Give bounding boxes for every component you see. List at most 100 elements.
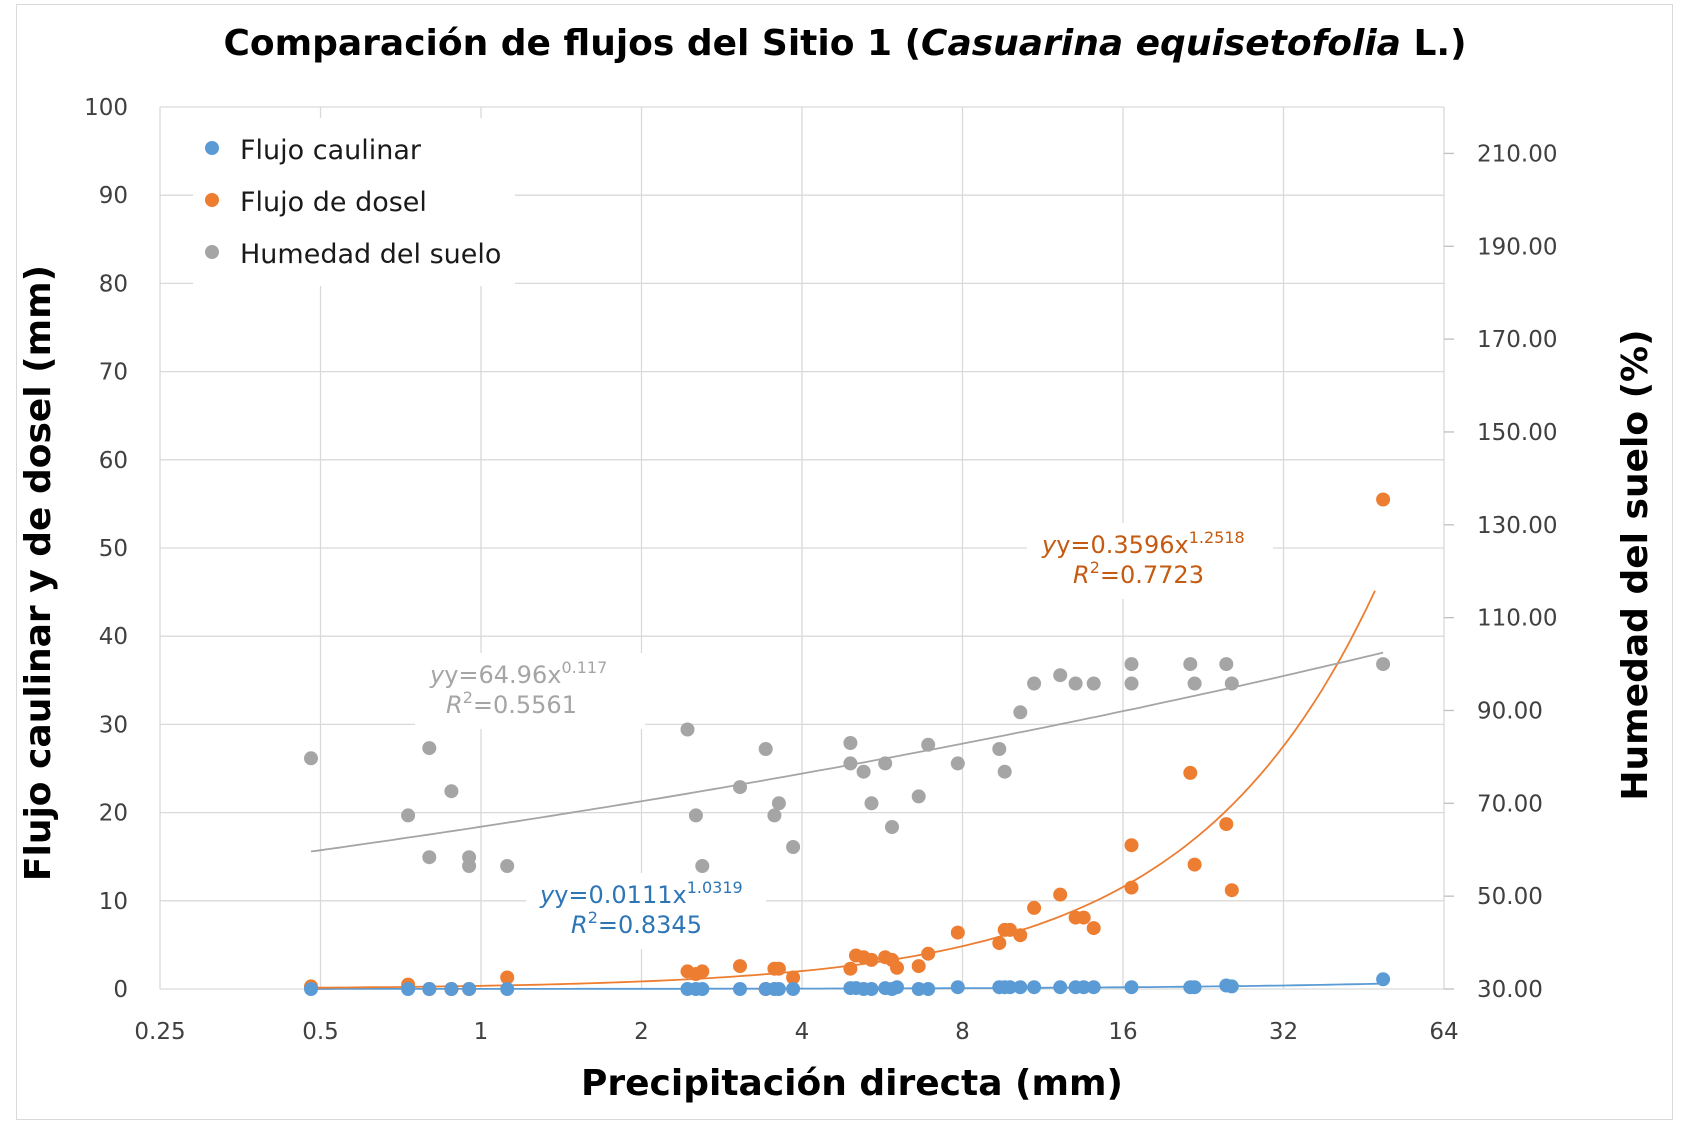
point-flujo-de-dosel <box>1013 928 1028 943</box>
point-flujo-de-dosel <box>695 964 710 979</box>
point-flujo-caulinar <box>864 982 879 996</box>
left-axis-ticks: 0 10 20 30 40 50 60 70 80 90 100 <box>84 95 128 1003</box>
point-flujo-de-dosel <box>992 936 1007 951</box>
point-humedad-del-suelo <box>767 808 782 823</box>
legend-label-humedad-del-suelo: Humedad del suelo <box>240 239 501 270</box>
point-flujo-de-dosel <box>1076 910 1091 925</box>
x-tick-label: 16 <box>1108 1019 1137 1045</box>
y-left-tick-label: 40 <box>99 624 128 650</box>
point-humedad-del-suelo <box>950 756 965 771</box>
point-humedad-del-suelo <box>1187 676 1202 691</box>
point-humedad-del-suelo <box>401 808 416 823</box>
equation-humedad: yy=64.96x0.117 R2=0.5561 <box>415 653 645 729</box>
equation-dosel-r2: R2=0.7723 <box>1073 558 1204 589</box>
point-humedad-del-suelo <box>462 859 477 873</box>
x-tick-label: 32 <box>1269 1019 1298 1045</box>
point-flujo-de-dosel <box>921 946 936 961</box>
y-left-tick-label: 60 <box>99 448 128 474</box>
y-left-tick-label: 30 <box>99 712 128 738</box>
point-humedad-del-suelo <box>843 736 858 750</box>
point-flujo-caulinar <box>1003 980 1017 995</box>
point-humedad-del-suelo <box>444 784 459 799</box>
point-humedad-del-suelo <box>1086 676 1101 691</box>
point-humedad-del-suelo <box>1219 657 1234 672</box>
point-flujo-caulinar <box>1124 980 1139 995</box>
chart-frame <box>16 4 1673 1120</box>
point-humedad-del-suelo <box>1068 676 1083 691</box>
point-humedad-del-suelo <box>500 859 515 873</box>
point-humedad-del-suelo <box>1183 657 1198 672</box>
equation-caulinar-background <box>526 873 766 949</box>
point-flujo-de-dosel <box>1376 492 1391 507</box>
point-flujo-caulinar <box>1053 980 1068 995</box>
y-right-tick-label: 190.00 <box>1477 234 1557 260</box>
point-flujo-de-dosel <box>1187 857 1202 872</box>
chart-title: Comparación de flujos del Sitio 1 (Casua… <box>223 23 1466 64</box>
legend-marker-flujo-de-dosel <box>205 193 219 207</box>
equation-dosel-background <box>1027 523 1273 599</box>
data-points <box>304 492 1391 996</box>
y-right-tick-label: 170.00 <box>1477 327 1557 353</box>
point-humedad-del-suelo <box>864 796 879 811</box>
point-humedad-del-suelo <box>786 840 801 854</box>
point-flujo-de-dosel <box>864 952 879 967</box>
point-humedad-del-suelo <box>885 820 899 834</box>
point-humedad-del-suelo <box>758 742 773 756</box>
y-left-tick-label: 90 <box>99 183 128 209</box>
point-flujo-caulinar <box>733 982 747 996</box>
y-left-tick-label: 100 <box>84 95 128 121</box>
x-axis-label: Precipitación directa (mm) <box>581 1063 1123 1104</box>
point-flujo-caulinar <box>1187 980 1202 995</box>
y-right-tick-label: 210.00 <box>1477 141 1557 167</box>
y-right-tick-label: 30.00 <box>1477 977 1543 1003</box>
legend-marker-humedad-del-suelo <box>205 245 219 259</box>
point-flujo-de-dosel <box>1224 883 1239 898</box>
y-left-tick-label: 80 <box>99 271 128 297</box>
y-right-tick-label: 70.00 <box>1477 791 1543 817</box>
y-axis-right-label: Humedad del suelo (%) <box>1615 329 1656 800</box>
point-humedad-del-suelo <box>1013 705 1028 720</box>
point-humedad-del-suelo <box>911 789 926 804</box>
equation-caulinar: yy=0.0111x1.0319 R2=0.8345 <box>526 873 766 949</box>
point-humedad-del-suelo <box>1027 676 1042 691</box>
equation-caulinar-formula: yy=0.0111x1.0319 <box>539 878 743 909</box>
legend-label-flujo-caulinar: Flujo caulinar <box>240 135 422 166</box>
point-flujo-caulinar <box>786 982 801 996</box>
point-flujo-caulinar <box>1013 980 1028 995</box>
point-flujo-de-dosel <box>1027 900 1042 915</box>
point-humedad-del-suelo <box>688 808 703 823</box>
point-flujo-caulinar <box>1086 980 1101 995</box>
point-humedad-del-suelo <box>422 741 437 756</box>
y-left-tick-label: 20 <box>99 801 128 827</box>
point-flujo-de-dosel <box>950 925 965 940</box>
point-humedad-del-suelo <box>1053 668 1068 683</box>
point-flujo-caulinar <box>1376 972 1391 987</box>
equation-humedad-formula: yy=64.96x0.117 <box>429 658 607 689</box>
point-flujo-caulinar <box>890 980 904 995</box>
legend-marker-flujo-caulinar <box>205 141 219 155</box>
point-flujo-de-dosel <box>1003 922 1017 937</box>
point-humedad-del-suelo <box>1376 657 1391 672</box>
equation-dosel-formula: yy=0.3596x1.2518 <box>1041 528 1245 559</box>
x-tick-label: 2 <box>634 1019 649 1045</box>
y-left-tick-label: 10 <box>99 889 128 915</box>
point-flujo-de-dosel <box>1183 765 1198 780</box>
point-humedad-del-suelo <box>304 751 318 766</box>
point-flujo-de-dosel <box>843 961 858 976</box>
point-humedad-del-suelo <box>422 850 437 865</box>
y-left-tick-label: 50 <box>99 536 128 562</box>
right-axis-ticks: 30.00 50.00 70.00 90.00 110.00 130.00 150.00 17… <box>1444 141 1557 1003</box>
point-flujo-de-dosel <box>733 959 747 974</box>
y-right-tick-label: 90.00 <box>1477 698 1543 724</box>
point-flujo-caulinar <box>950 980 965 995</box>
point-humedad-del-suelo <box>992 742 1007 756</box>
y-left-tick-label: 0 <box>113 977 128 1003</box>
point-flujo-de-dosel <box>786 970 801 985</box>
x-tick-label: 64 <box>1429 1019 1458 1045</box>
point-flujo-caulinar <box>1027 980 1042 995</box>
point-flujo-caulinar <box>1224 979 1239 994</box>
y-right-tick-label: 110.00 <box>1477 606 1557 632</box>
trendlines <box>310 590 1384 990</box>
point-flujo-de-dosel <box>1086 921 1101 936</box>
x-tick-label: 4 <box>795 1019 810 1045</box>
